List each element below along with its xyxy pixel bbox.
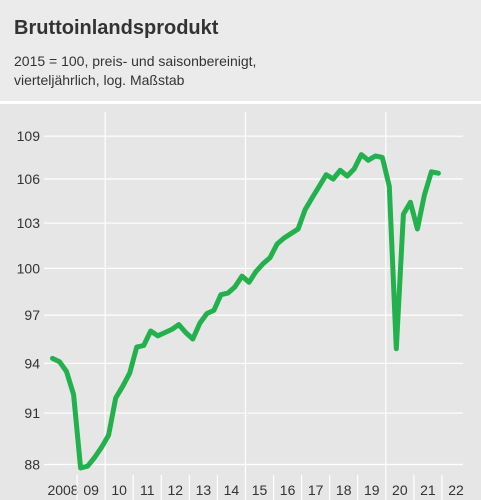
data-point xyxy=(57,359,62,364)
chart-subtitle-line-2: vierteljährlich, log. Maßstab xyxy=(14,72,185,88)
data-point xyxy=(71,392,76,397)
x-tick-label: 20 xyxy=(392,482,408,498)
x-tick-label: 17 xyxy=(308,482,324,498)
data-point xyxy=(260,261,266,266)
chart-subtitle-line-1: 2015 = 100, preis- und saisonbereinigt, xyxy=(14,53,256,69)
y-tick-label: 109 xyxy=(17,128,41,144)
data-point xyxy=(302,207,308,212)
data-point xyxy=(218,292,224,297)
data-point xyxy=(225,290,231,296)
x-tick-label: 10 xyxy=(111,482,127,498)
data-point xyxy=(422,192,427,198)
data-point xyxy=(92,455,97,460)
y-tick-label: 88 xyxy=(24,457,40,473)
data-point xyxy=(50,356,55,361)
x-tick-label: 12 xyxy=(168,482,184,498)
data-point xyxy=(415,226,420,232)
x-tick-label: 09 xyxy=(83,482,99,498)
data-point xyxy=(155,333,160,338)
data-point xyxy=(148,328,153,334)
data-point xyxy=(387,184,392,189)
data-point xyxy=(134,344,139,350)
data-point xyxy=(366,158,371,163)
data-point xyxy=(99,445,104,450)
plot-background xyxy=(0,104,481,500)
x-tick-label: 18 xyxy=(336,482,352,498)
data-point xyxy=(113,395,118,401)
x-tick-label: 11 xyxy=(140,482,155,498)
x-tick-label: 2008 xyxy=(47,482,78,498)
data-point xyxy=(345,173,350,179)
data-point xyxy=(246,280,252,285)
data-point xyxy=(183,330,188,335)
data-point xyxy=(331,176,336,182)
y-tick-label: 91 xyxy=(24,405,40,421)
data-point xyxy=(85,464,90,469)
data-point xyxy=(338,168,343,173)
data-point xyxy=(408,200,413,205)
x-tick-label: 13 xyxy=(196,482,212,498)
x-tick-label: 22 xyxy=(448,482,464,498)
y-tick-label: 100 xyxy=(17,260,41,276)
y-tick-label: 94 xyxy=(24,355,40,371)
data-point xyxy=(211,308,217,313)
data-point xyxy=(141,343,146,348)
data-point xyxy=(436,171,441,176)
data-point xyxy=(380,155,385,160)
data-point xyxy=(232,284,238,290)
data-point xyxy=(394,346,399,351)
data-point xyxy=(162,330,167,335)
grid xyxy=(44,112,463,475)
data-point xyxy=(359,152,364,157)
data-point xyxy=(190,336,195,342)
chart-title: Bruttoinlandsprodukt xyxy=(14,17,219,39)
data-point xyxy=(281,235,287,241)
y-tick-label: 106 xyxy=(17,171,41,187)
data-point xyxy=(309,195,315,201)
data-point xyxy=(204,311,210,316)
data-point xyxy=(78,465,83,471)
data-point xyxy=(64,369,69,374)
data-point xyxy=(401,211,406,217)
data-point xyxy=(197,320,203,326)
data-point xyxy=(106,433,111,438)
y-axis: 88 91 94 97 100 103 106 109 xyxy=(17,128,41,472)
data-point xyxy=(288,231,294,236)
data-point xyxy=(127,370,132,376)
data-point xyxy=(253,269,259,274)
y-tick-label: 97 xyxy=(24,307,40,323)
data-point xyxy=(373,153,378,159)
x-tick-label: 14 xyxy=(224,482,240,498)
x-tick-label: 15 xyxy=(252,482,268,498)
data-point xyxy=(239,273,245,279)
x-axis: 2008 09 10 11 12 13 14 15 16 17 18 19 20 21 22 xyxy=(47,475,464,500)
header-background xyxy=(0,0,481,101)
data-point xyxy=(324,172,329,177)
data-point xyxy=(176,322,181,327)
data-point xyxy=(274,241,280,247)
data-point xyxy=(295,226,301,232)
x-tick-label: 16 xyxy=(280,482,296,498)
data-point xyxy=(169,327,174,332)
data-point xyxy=(429,169,434,174)
x-tick-label: 19 xyxy=(364,482,380,498)
data-point xyxy=(120,384,125,389)
data-point xyxy=(267,255,273,260)
data-point xyxy=(352,166,357,172)
data-point xyxy=(317,184,322,189)
series xyxy=(50,152,441,471)
x-tick-label: 21 xyxy=(420,482,436,498)
y-tick-label: 103 xyxy=(17,215,41,231)
